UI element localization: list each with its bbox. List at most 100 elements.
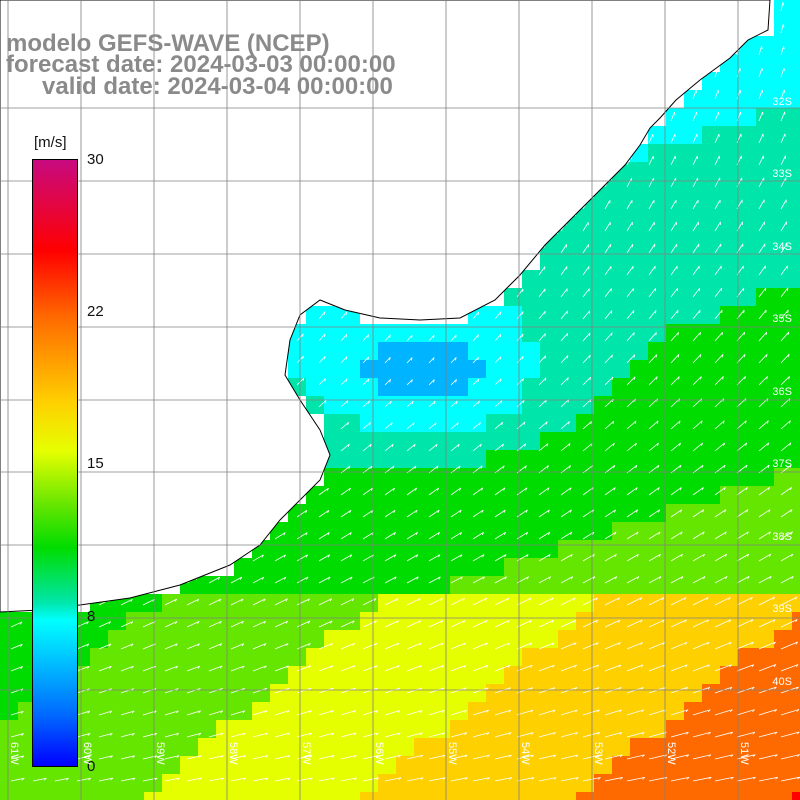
wind-arrow-head <box>108 621 111 625</box>
wind-cell <box>234 666 252 684</box>
wind-arrow-head <box>746 553 750 557</box>
wind-cell <box>522 432 540 450</box>
wind-cell <box>612 216 630 234</box>
wind-arrow-head <box>175 665 179 669</box>
wind-arrow <box>406 422 415 430</box>
wind-arrow-head <box>509 777 513 780</box>
wind-arrow <box>230 777 246 782</box>
wind-arrow <box>538 777 557 782</box>
wind-arrow <box>362 777 379 782</box>
wind-cell <box>504 522 522 540</box>
wind-cell <box>756 792 774 800</box>
wind-arrow <box>604 576 618 584</box>
wind-cell <box>576 504 594 522</box>
wind-cell <box>612 630 630 648</box>
wind-cell <box>612 774 630 792</box>
wind-cell <box>558 450 576 468</box>
wind-cell <box>288 720 306 738</box>
wind-arrow <box>318 399 327 408</box>
wind-cell <box>558 378 576 396</box>
wind-arrow-head <box>655 354 658 358</box>
wind-cell <box>378 774 396 792</box>
wind-cell <box>720 756 738 774</box>
wind-arrow-head <box>457 443 460 448</box>
wind-cell <box>234 684 252 702</box>
wind-cell <box>738 162 756 180</box>
wind-arrow <box>362 443 372 452</box>
wind-cell <box>360 324 378 342</box>
wind-cell <box>684 144 702 162</box>
wind-cell <box>702 234 720 252</box>
wind-arrow-head <box>642 777 646 780</box>
wind-cell <box>666 612 684 630</box>
wind-cell <box>324 630 342 648</box>
wind-cell <box>720 630 738 648</box>
wind-arrow-head <box>522 333 524 337</box>
wind-arrow-head <box>766 376 768 380</box>
wind-arrow <box>406 487 417 496</box>
wind-cell <box>630 684 648 702</box>
wind-arrow-head <box>367 378 370 383</box>
wind-arrow <box>384 709 401 716</box>
wind-cell <box>324 540 342 558</box>
wind-cell <box>324 684 342 702</box>
wind-cell <box>756 486 774 504</box>
wind-arrow-head <box>708 754 712 758</box>
wind-arrow <box>758 509 771 518</box>
wind-arrow <box>604 222 611 232</box>
wind-cell <box>540 468 558 486</box>
wind-arrow-head <box>241 665 245 669</box>
wind-cell <box>612 324 630 342</box>
wind-cell <box>198 684 216 702</box>
wind-arrow-head <box>612 420 615 425</box>
wind-cell <box>684 342 702 360</box>
wind-cell <box>396 432 414 450</box>
wind-arrow <box>252 665 267 672</box>
wind-arrow-head <box>722 420 725 424</box>
wind-arrow <box>604 509 616 518</box>
wind-cell <box>792 414 800 432</box>
lon-label-52w: 52W <box>665 742 677 765</box>
wind-cell <box>720 288 738 306</box>
wind-cell <box>360 684 378 702</box>
wind-cell <box>396 414 414 432</box>
wind-arrow <box>604 310 613 320</box>
wind-arrow <box>758 664 777 672</box>
wind-arrow <box>780 509 793 518</box>
wind-cell <box>666 792 684 800</box>
wind-cell <box>522 684 540 702</box>
wind-arrow <box>692 664 710 672</box>
wind-cell <box>378 720 396 738</box>
wind-cell <box>684 162 702 180</box>
wind-cell <box>306 738 324 756</box>
wind-cell <box>792 486 800 504</box>
wind-cell <box>216 612 234 630</box>
wind-cell <box>792 270 800 288</box>
wind-arrow <box>560 355 569 364</box>
wind-cell <box>576 756 594 774</box>
wind-arrow <box>604 531 617 540</box>
wind-cell <box>342 360 360 378</box>
wind-cell <box>792 234 800 252</box>
wind-cell <box>576 666 594 684</box>
wind-arrow <box>648 134 654 144</box>
wind-cell <box>216 738 234 756</box>
wind-arrow-head <box>507 620 510 624</box>
wind-arrow-head <box>330 620 333 624</box>
wind-arrow-head <box>752 709 755 713</box>
wind-cell <box>468 756 486 774</box>
wind-cell <box>144 756 162 774</box>
wind-cell <box>666 738 684 756</box>
wind-cell <box>756 432 774 450</box>
wind-arrow-head <box>525 487 528 491</box>
wind-cell <box>522 450 540 468</box>
wind-cell <box>342 720 360 738</box>
wind-cell <box>756 36 774 54</box>
wind-arrow <box>428 709 445 716</box>
wind-cell <box>360 594 378 612</box>
wind-arrow <box>670 619 687 628</box>
wind-arrow-head <box>662 619 665 623</box>
wind-arrow <box>494 777 512 782</box>
wind-arrow-head <box>545 421 548 425</box>
wind-arrow <box>340 554 352 562</box>
